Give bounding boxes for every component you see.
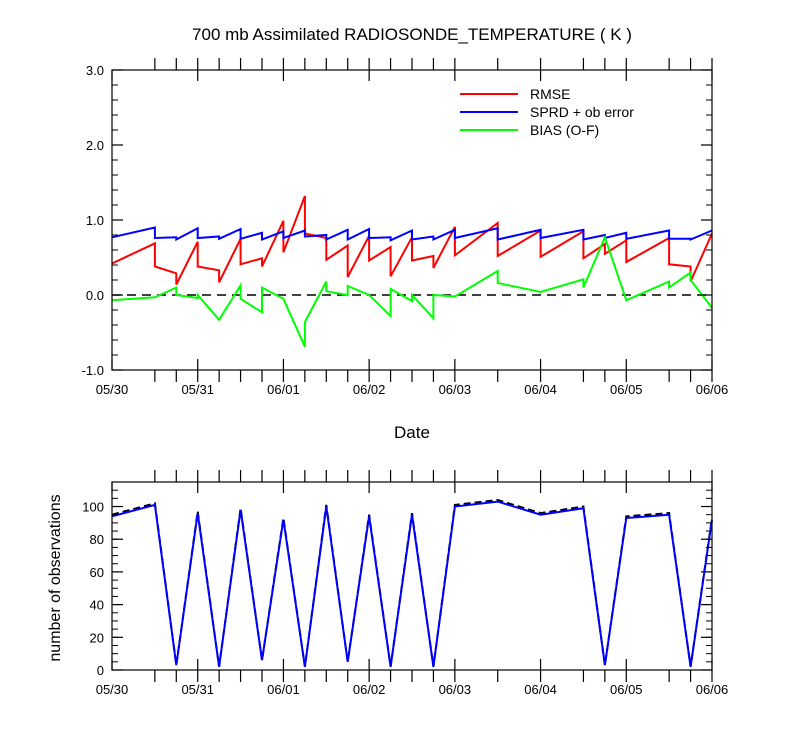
legend-label-bias: BIAS (O-F) (530, 122, 599, 138)
bottom-y-tick-label: 80 (90, 532, 104, 547)
top-x-tick-label: 05/30 (96, 382, 129, 397)
legend: RMSE SPRD + ob error BIAS (O-F) (460, 86, 634, 138)
bottom-y-tick-label: 60 (90, 565, 104, 580)
bottom-x-tick-label: 06/01 (267, 682, 300, 697)
bottom-axis-ticks: 05/30 05/31 06/01 06/02 06/03 06/04 06/05 06/06… (82, 470, 728, 697)
top-x-tick-label: 06/04 (524, 382, 557, 397)
series-line-rmse (111, 195, 713, 285)
top-plot-frame (111, 69, 713, 371)
bottom-panel: 05/30 05/31 06/01 06/02 06/03 06/04 06/05 06/06… (47, 470, 728, 697)
x-axis-label: Date (394, 423, 430, 442)
bottom-y-tick-label: 0 (97, 663, 104, 678)
top-x-tick-label: 06/03 (439, 382, 472, 397)
series-line-sprd (111, 226, 713, 242)
bottom-x-tick-label: 06/02 (353, 682, 386, 697)
bottom-series-lines (111, 498, 713, 667)
top-panel: 05/30 05/31 06/01 06/02 06/03 06/04 06/05 06/06… (82, 58, 729, 442)
bottom-x-tick-label: 06/04 (524, 682, 557, 697)
bottom-y-tick-label: 40 (90, 598, 104, 613)
top-y-tick-label: -1.0 (82, 363, 104, 378)
top-x-tick-label: 06/02 (353, 382, 386, 397)
bottom-x-tick-label: 06/06 (696, 682, 729, 697)
chart-title: 700 mb Assimilated RADIOSONDE_TEMPERATUR… (192, 25, 632, 44)
bottom-x-tick-label: 05/30 (96, 682, 129, 697)
top-y-tick-label: 2.0 (86, 138, 104, 153)
top-y-tick-label: 3.0 (86, 63, 104, 78)
top-y-tick-label: 1.0 (86, 213, 104, 228)
bottom-plot-frame (111, 481, 713, 671)
bottom-x-tick-label: 06/05 (610, 682, 643, 697)
legend-label-rmse: RMSE (530, 86, 570, 102)
top-x-tick-label: 05/31 (181, 382, 214, 397)
top-x-tick-label: 06/05 (610, 382, 643, 397)
obs-line-assimilated (111, 500, 713, 667)
top-x-tick-label: 06/01 (267, 382, 300, 397)
legend-label-sprd: SPRD + ob error (530, 104, 634, 120)
bottom-y-tick-label: 20 (90, 630, 104, 645)
bottom-x-tick-label: 06/03 (439, 682, 472, 697)
series-line-bias (111, 234, 713, 348)
bottom-x-tick-label: 05/31 (181, 682, 214, 697)
top-series-lines (111, 195, 713, 348)
obs-line-possible (111, 498, 713, 667)
top-y-tick-label: 0.0 (86, 288, 104, 303)
y-axis-label: number of observations (47, 494, 64, 661)
bottom-y-tick-label: 100 (82, 500, 104, 515)
top-x-tick-label: 06/06 (696, 382, 729, 397)
